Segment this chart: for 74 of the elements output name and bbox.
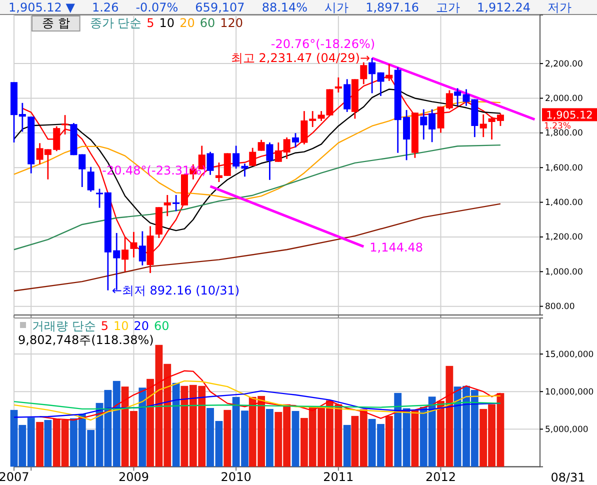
text: -0.07% bbox=[136, 0, 178, 14]
candlestick bbox=[258, 139, 265, 152]
y-tick-label: 1,200.00 bbox=[545, 232, 583, 243]
text: 659,107 bbox=[195, 0, 245, 14]
chart-title: 종 합 bbox=[42, 16, 70, 30]
candlestick bbox=[138, 230, 146, 266]
text: 10 bbox=[159, 16, 175, 30]
candlestick bbox=[249, 147, 256, 167]
candlestick bbox=[480, 114, 487, 138]
bar bbox=[172, 382, 180, 467]
candlestick bbox=[437, 106, 444, 134]
x-tick-label: 2011 bbox=[323, 470, 354, 484]
y-tick-label: 800.00 bbox=[545, 302, 575, 312]
candlestick bbox=[292, 132, 300, 148]
line-series bbox=[13, 400, 502, 410]
candlestick bbox=[334, 76, 342, 94]
text: 88.14% bbox=[262, 0, 308, 14]
y-tick-label: 2,200.00 bbox=[545, 59, 583, 70]
bar bbox=[36, 422, 44, 467]
candlestick bbox=[241, 162, 248, 178]
candlestick bbox=[87, 166, 94, 192]
candlestick bbox=[164, 194, 171, 217]
text: 20 bbox=[134, 319, 150, 333]
y-tick-label: 1,000.00 bbox=[545, 267, 583, 278]
text: 고가 bbox=[436, 0, 460, 14]
candlestick bbox=[62, 114, 69, 136]
bar bbox=[44, 420, 52, 467]
text: 시가 bbox=[324, 0, 349, 14]
y-tick-label: 1,600.00 bbox=[545, 163, 583, 174]
bar bbox=[292, 410, 300, 467]
candlestick bbox=[206, 151, 214, 176]
bar bbox=[266, 408, 274, 467]
line-series bbox=[13, 88, 502, 232]
text: 1,905.12 ▼ bbox=[8, 0, 76, 14]
bar bbox=[224, 410, 232, 467]
text: 9,802,748주(118.38%) bbox=[18, 333, 154, 347]
text: 1,897.16 bbox=[366, 0, 420, 14]
candlestick bbox=[446, 90, 453, 110]
legend-title: 거래량 단순 bbox=[32, 319, 96, 333]
y-tick-label: 10,000,000 bbox=[545, 387, 594, 398]
annotation: 1,144.48 bbox=[370, 240, 424, 255]
text: 10 bbox=[113, 319, 129, 333]
text: 1,905.12 bbox=[546, 110, 593, 122]
line-series bbox=[13, 380, 502, 421]
x-tick-label: 2010 bbox=[220, 470, 252, 484]
text: 5 bbox=[146, 16, 154, 30]
text: 08/31 bbox=[550, 470, 586, 485]
y-tick-label: 2,000.00 bbox=[545, 94, 583, 104]
legend-title: 종가 단순 bbox=[90, 16, 142, 30]
annotation: -20.76°(-18.26%) bbox=[270, 37, 376, 52]
candlestick bbox=[266, 142, 274, 181]
x-tick-label: 2009 bbox=[118, 470, 149, 484]
bar bbox=[343, 424, 351, 467]
text: 60 bbox=[200, 16, 216, 30]
y-tick-label: 15,000,000 bbox=[545, 350, 594, 360]
text: 120 bbox=[220, 16, 244, 30]
text: 20 bbox=[180, 16, 195, 30]
text: 저가 bbox=[547, 0, 572, 14]
bar bbox=[138, 388, 146, 467]
candlestick bbox=[232, 145, 240, 170]
text: 60 bbox=[154, 319, 170, 333]
candlestick bbox=[454, 87, 462, 106]
candlestick bbox=[172, 194, 180, 212]
bar bbox=[385, 416, 393, 467]
x-tick-label: 2012 bbox=[425, 470, 456, 484]
annotation: 최고 2,231.47 (04/29)→ bbox=[230, 51, 370, 66]
y-tick-label: 1,400.00 bbox=[545, 198, 583, 208]
x-tick-label: 2007 bbox=[0, 470, 30, 484]
annotation: ←최저 892.16 (10/31) bbox=[112, 283, 240, 298]
bar bbox=[411, 410, 419, 467]
text: 1.26 bbox=[92, 0, 119, 14]
text: 5 bbox=[100, 319, 108, 333]
y-tick-label: 5,000,000 bbox=[545, 424, 588, 435]
text: 1,912.24 bbox=[477, 0, 530, 14]
